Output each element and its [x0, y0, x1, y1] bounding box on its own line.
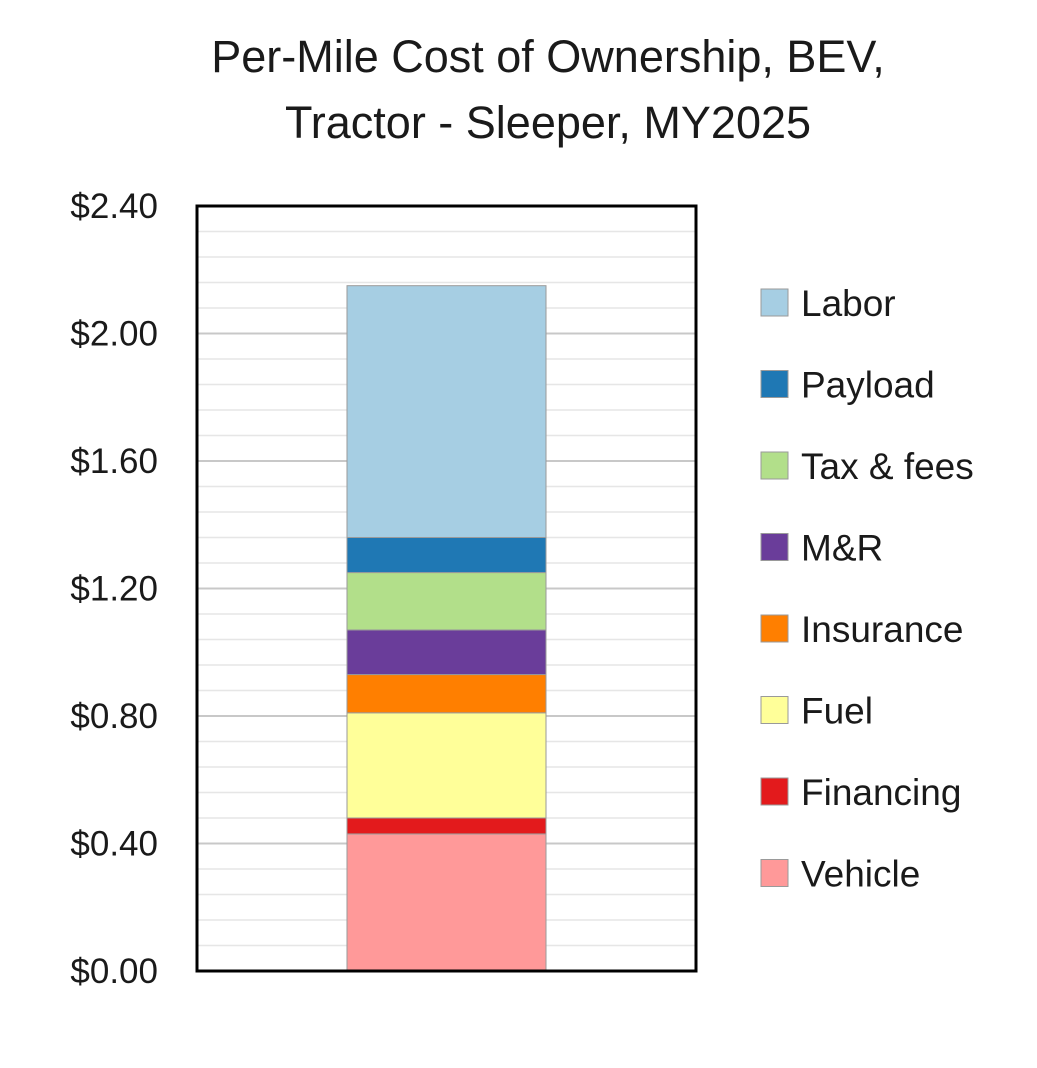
bar-segment-insurance — [346, 674, 547, 714]
plot-area-border — [195, 204, 698, 973]
y-tick-label: $1.60 — [70, 442, 158, 481]
bar-segment-labor — [346, 285, 547, 538]
bar-segment-vehicle — [346, 833, 547, 972]
legend-swatch-payload — [760, 370, 789, 398]
legend-label-vehicle: Vehicle — [801, 854, 920, 895]
y-axis-ticks: $0.00 $0.40 $0.80 $1.20 $1.60 $2.00 $2.40 — [70, 187, 158, 991]
bar-segment-financing — [346, 817, 547, 835]
legend-label-tax-fees: Tax & fees — [801, 446, 974, 487]
bar-segment-fuel — [346, 712, 547, 819]
legend-label-insurance: Insurance — [801, 609, 964, 650]
legend: Labor Payload Tax & fees M&R Insurance Fuel Fi… — [760, 283, 974, 895]
y-tick-label: $2.40 — [70, 187, 158, 226]
legend-label-m-r: M&R — [801, 528, 883, 569]
legend-swatch-tax-fees — [760, 451, 789, 480]
legend-swatch-financing — [760, 777, 789, 806]
legend-label-financing: Financing — [801, 772, 961, 813]
legend-swatch-m-r — [760, 533, 789, 561]
legend-label-labor: Labor — [801, 283, 896, 324]
chart-title-line-1: Per-Mile Cost of Ownership, BEV, — [211, 31, 885, 82]
bar-segment-payload — [346, 537, 547, 574]
legend-label-payload: Payload — [801, 365, 935, 406]
legend-label-fuel: Fuel — [801, 691, 873, 732]
legend-swatch-labor — [760, 288, 789, 317]
chart-title-line-2: Tractor - Sleeper, MY2025 — [285, 97, 811, 148]
y-tick-label: $0.40 — [70, 825, 158, 864]
bar-segment-tax-fees — [346, 572, 547, 631]
legend-swatch-fuel — [760, 696, 789, 724]
bar-stack — [346, 285, 547, 972]
y-tick-label: $0.00 — [70, 952, 158, 991]
y-tick-label: $1.20 — [70, 570, 158, 609]
y-tick-label: $2.00 — [70, 315, 158, 354]
y-tick-label: $0.80 — [70, 697, 158, 736]
legend-swatch-vehicle — [760, 859, 789, 887]
legend-swatch-insurance — [760, 614, 789, 643]
bar-segment-m-r — [346, 629, 547, 676]
